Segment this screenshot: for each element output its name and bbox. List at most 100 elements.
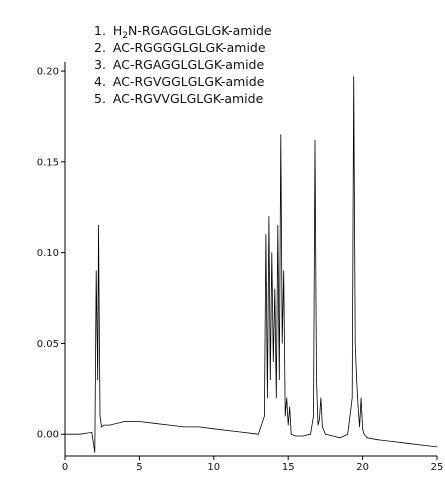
data-point — [153, 422, 155, 424]
data-point — [271, 252, 273, 254]
legend-subscript: 2 — [122, 31, 128, 41]
data-point — [332, 435, 334, 437]
data-point — [356, 379, 357, 381]
data-point — [280, 134, 282, 136]
data-point — [124, 421, 125, 422]
data-point — [183, 426, 185, 428]
data-point — [109, 424, 110, 426]
legend-entry: 4. AC-RGVGGLGLGK-amide — [94, 74, 265, 89]
legend-entry: 3. AC-RGAGGLGLGK-amide — [94, 57, 264, 72]
data-point — [272, 361, 274, 362]
data-point — [406, 442, 408, 444]
data-point — [168, 424, 170, 426]
data-point — [314, 139, 316, 141]
data-point — [287, 424, 289, 426]
data-point — [295, 435, 296, 437]
data-point — [243, 432, 245, 433]
data-point — [310, 433, 311, 435]
data-point — [290, 433, 292, 435]
legend-number: 5. — [94, 91, 110, 106]
data-point — [362, 428, 363, 430]
legend-label: AC-RGGGGLGLGK-amide — [113, 40, 266, 55]
data-point — [97, 379, 99, 381]
data-point — [281, 343, 283, 344]
axis-ticks: 0 5 10 15 20 25 0.00 0.05 0.10 0.15 0.20 — [37, 67, 444, 473]
data-point — [359, 426, 360, 428]
data-point — [289, 406, 291, 408]
y-tick-label: 0.10 — [37, 248, 59, 259]
x-tick-label: 10 — [207, 462, 220, 473]
data-point — [421, 444, 423, 446]
data-point — [302, 435, 304, 437]
data-point — [339, 437, 341, 439]
data-point — [366, 437, 368, 439]
legend-entry: 2. AC-RGGGGLGLGK-amide — [94, 40, 266, 55]
legend-number: 1. — [94, 23, 110, 38]
data-point — [228, 430, 230, 431]
data-point — [278, 379, 280, 381]
data-point — [64, 433, 66, 435]
chart-axes — [64, 62, 437, 457]
data-point — [319, 419, 320, 421]
legend-number: 4. — [94, 74, 110, 89]
data-point — [277, 225, 279, 226]
data-point — [95, 270, 97, 272]
data-point — [274, 288, 276, 290]
data-point — [139, 421, 140, 422]
data-point — [265, 234, 267, 235]
legend-label: AC-RGVGGLGLGK-amide — [113, 74, 265, 89]
data-point — [377, 439, 378, 441]
data-point — [436, 446, 438, 448]
data-point — [357, 406, 359, 408]
legend-label: H — [113, 23, 122, 38]
data-point — [98, 225, 99, 226]
data-point — [313, 415, 314, 417]
data-point — [363, 433, 365, 435]
data-point — [392, 441, 393, 442]
data-point — [91, 432, 93, 433]
data-point — [258, 433, 259, 435]
legend-number: 2. — [94, 40, 110, 55]
legend-label: AC-RGVVGLGLGK-amide — [113, 91, 264, 106]
data-point — [101, 426, 102, 428]
data-point — [316, 379, 317, 381]
data-point — [267, 397, 268, 399]
x-tick-label: 15 — [282, 462, 295, 473]
legend-entry: 5. AC-RGVVGLGLGK-amide — [94, 91, 264, 106]
data-point — [286, 397, 288, 399]
x-tick-label: 0 — [62, 462, 68, 473]
series-line — [65, 76, 438, 453]
legend-entry: 1. H2N-RGAGGLGLGK-amide — [94, 23, 272, 41]
y-tick-label: 0.15 — [37, 157, 59, 168]
x-tick-label: 20 — [356, 462, 369, 473]
y-tick-label: 0.05 — [37, 339, 59, 350]
data-point — [317, 424, 319, 426]
legend-number: 3. — [94, 57, 110, 72]
x-tick-label: 25 — [431, 462, 444, 473]
data-point — [360, 397, 362, 399]
data-point — [347, 433, 349, 435]
data-point — [213, 428, 215, 430]
data-series — [64, 76, 438, 453]
data-point — [284, 415, 286, 417]
data-point — [351, 397, 353, 399]
data-point — [275, 397, 277, 399]
data-point — [103, 424, 105, 426]
data-point — [94, 452, 96, 453]
legend-label: AC-RGAGGLGLGK-amide — [113, 57, 265, 72]
data-point — [99, 415, 101, 417]
data-point — [268, 215, 270, 217]
data-point — [283, 270, 285, 272]
legend-label-suffix: N-RGAGGLGLGK-amide — [128, 23, 272, 38]
data-point — [198, 426, 200, 428]
data-point — [353, 76, 355, 77]
data-point — [264, 415, 265, 417]
data-point — [269, 379, 271, 381]
data-point — [320, 397, 322, 399]
data-point — [322, 426, 323, 428]
y-tick-label: 0.00 — [37, 430, 59, 441]
y-tick-label: 0.20 — [37, 67, 59, 78]
x-tick-label: 5 — [136, 462, 142, 473]
